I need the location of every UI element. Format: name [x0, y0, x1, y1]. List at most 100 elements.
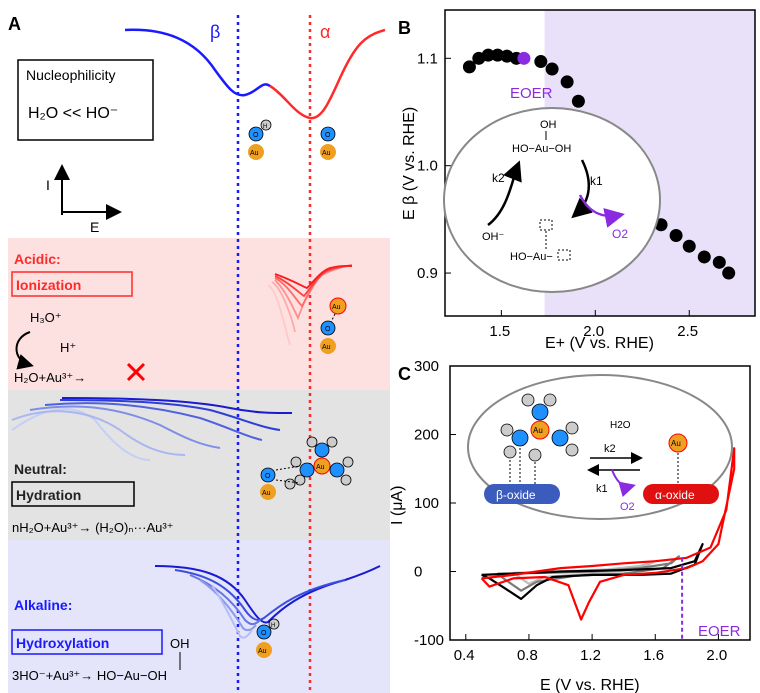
h-atom	[284, 478, 296, 490]
alkaline-cv-curves	[154, 565, 381, 639]
x-tick-label: 1.2	[580, 647, 601, 664]
alkaline-molecule: Au O H	[256, 618, 280, 658]
panel-c-ticks: 0.4 0.8 1.2 1.6 2.0 -100 0 100 200 300	[414, 358, 727, 664]
o-atom	[248, 126, 264, 142]
beta-curve	[124, 28, 271, 97]
beta-oxide-cluster: Au	[500, 393, 579, 485]
alpha-curve	[269, 28, 386, 120]
data-point	[682, 239, 696, 253]
inset-h2o-label: H2O	[610, 420, 631, 431]
data-point	[571, 94, 585, 108]
x-tick-label: 2.5	[677, 323, 698, 340]
inset-top-species: HO−Au−OH	[512, 143, 571, 155]
panel-c: C 0.4 0.8 1.2 1.6 2.0 -100 0 100 200 300 EOER I (…	[389, 358, 751, 693]
h-atom	[342, 456, 354, 468]
svg-text:O: O	[325, 326, 331, 333]
inset-bottom-species: HO−Au−	[510, 251, 553, 263]
nucleophilicity-box	[17, 59, 154, 141]
hydroxylation-box	[11, 629, 163, 655]
acidic-band	[8, 238, 390, 390]
data-point	[669, 228, 683, 242]
alkaline-oh-label: OH	[170, 636, 190, 651]
svg-text:Au: Au	[258, 648, 267, 655]
y-tick-label: 300	[414, 358, 439, 375]
beta-label: β	[210, 22, 220, 42]
alpha-label: α	[320, 22, 330, 42]
panel-c-eoer-label: EOER	[698, 623, 741, 640]
o-atom	[260, 467, 276, 483]
inset-oh-label: OH	[540, 119, 557, 131]
h-atom	[306, 436, 318, 448]
neutral-molecule: Au O Au	[260, 436, 354, 500]
inset-k1-label: k1	[590, 174, 603, 188]
h-atom	[340, 474, 352, 486]
svg-text:O: O	[253, 132, 259, 139]
alpha-oxide-molecule: Au O	[320, 126, 336, 160]
alkaline-reaction: 3HO⁻+Au³⁺→ HO−Au−OH	[12, 668, 167, 683]
inset-k2-label: k2	[492, 171, 505, 185]
au-atom	[320, 338, 336, 354]
au-atom	[320, 144, 336, 160]
axis-e-label: E	[90, 219, 99, 235]
alpha-oxide-atom: Au	[668, 433, 688, 484]
acidic-molecule: Au O Au	[320, 297, 347, 354]
alpha-oxide-label: α-oxide	[655, 488, 695, 502]
panel-b-ticks: 1.5 2.0 2.5 0.9 1.0 1.1	[417, 50, 698, 340]
data-point	[712, 255, 726, 269]
data-point	[560, 75, 574, 89]
svg-text:H: H	[263, 124, 267, 130]
data-point	[462, 60, 476, 74]
alkaline-title: Alkaline:	[14, 597, 72, 613]
acidic-reaction: H₂O+Au³⁺→	[14, 370, 86, 385]
data-point	[545, 62, 559, 76]
panel-c-label: C	[398, 364, 411, 384]
ionization-box	[11, 271, 133, 297]
panel-c-xlabel: E (V vs. RHE)	[540, 677, 640, 693]
y-tick-label: 100	[414, 495, 439, 512]
o2-arrow	[578, 194, 625, 228]
svg-text:Au: Au	[533, 426, 543, 435]
neutral-cv-curves	[11, 397, 293, 461]
h-atom	[268, 618, 280, 630]
svg-text:O: O	[261, 630, 267, 637]
o-atom	[329, 462, 345, 478]
acidic-title: Acidic:	[14, 251, 61, 267]
panel-b-label: B	[398, 18, 411, 38]
panel-b-xlabel: E+ (V vs. RHE)	[545, 335, 654, 352]
panel-b-inset: OH HO−Au−OH HO−Au− k2 k1 OH⁻ O2	[443, 107, 661, 293]
svg-text:Au: Au	[332, 304, 341, 311]
inset-k2-label: k2	[604, 443, 616, 455]
nucleophilicity-title: Nucleophilicity	[26, 67, 115, 83]
svg-text:O: O	[325, 132, 331, 139]
x-tick-label: 0.4	[454, 647, 475, 664]
beta-oxide-molecule: Au O H	[248, 119, 272, 160]
y-tick-label: -100	[414, 632, 444, 649]
panel-c-ylabel: I (μA)	[389, 486, 406, 525]
svg-text:Au: Au	[316, 464, 325, 471]
data-point	[697, 250, 711, 264]
panel-b-eoer-label: EOER	[510, 85, 553, 102]
y-tick-label: 200	[414, 427, 439, 444]
o-atom	[320, 126, 336, 142]
y-tick-label: 1.1	[417, 50, 438, 67]
axis-i-label: I	[46, 177, 50, 193]
panel-a: A β α Nucleophilicity H₂O << HO⁻ I E Au …	[8, 14, 390, 693]
h3o-label: H₃O⁺	[30, 310, 62, 325]
beta-oxide-label: β-oxide	[496, 488, 536, 502]
no-reaction-cross	[126, 362, 146, 382]
x-tick-label: 1.5	[489, 323, 510, 340]
proton-cycle-arrow	[15, 331, 34, 370]
inset-o2-label: O2	[620, 501, 635, 513]
beta-oxide-pill	[484, 484, 560, 504]
alkaline-band	[8, 540, 390, 693]
x-tick-label: 2.0	[706, 647, 727, 664]
x-tick-label: 0.8	[517, 647, 538, 664]
h-atom	[294, 474, 306, 486]
panel-c-series	[480, 447, 736, 621]
nucleophilicity-relation: H₂O << HO⁻	[28, 105, 118, 122]
hydration-label: Hydration	[16, 487, 81, 503]
data-point	[722, 266, 736, 280]
svg-text:Au: Au	[262, 490, 271, 497]
svg-text:Au: Au	[322, 150, 331, 157]
